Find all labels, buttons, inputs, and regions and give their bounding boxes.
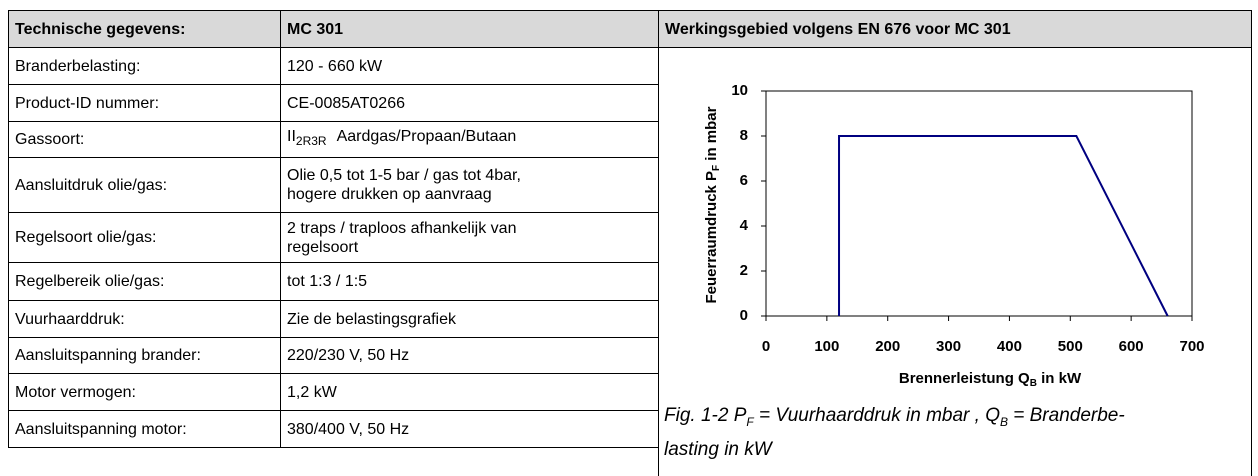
- y-tick-label: 8: [740, 127, 748, 144]
- y-tick-label: 10: [731, 82, 748, 99]
- x-tick-label: 400: [997, 338, 1022, 355]
- y-axis-label: Feuerraumdruck PF in mbar: [703, 106, 722, 303]
- label-cell: Aansluitspanning brander:: [8, 337, 281, 374]
- value-cell: 380/400 V, 50 Hz: [280, 410, 659, 448]
- value-sub: 2R3R: [295, 134, 327, 149]
- x-axis-label: Brennerleistung QB in kW: [899, 370, 1082, 389]
- value-text: Aardgas/Propaan/Butaan: [336, 128, 517, 146]
- label-cell: Regelsoort olie/gas:: [8, 212, 281, 263]
- value-line: 1,2 kW: [287, 383, 337, 401]
- value-line: tot 1:3 / 1:5: [287, 273, 368, 290]
- x-tick-label: 500: [1058, 338, 1083, 355]
- value-cell: 220/230 V, 50 Hz: [280, 337, 659, 374]
- value-cell: Zie de belastingsgrafiek: [280, 300, 659, 338]
- value-text: II: [287, 128, 296, 146]
- label-cell: Vuurhaarddruk:: [8, 300, 281, 338]
- value-line: 2 traps / traploos afhankelijk van: [287, 219, 517, 237]
- caption-sub: B: [999, 414, 1008, 429]
- label-cell: Motor vermogen:: [8, 373, 281, 411]
- data-line: [838, 135, 1169, 317]
- y-axis-label-sub: F: [711, 165, 722, 171]
- value-line: CE-0085AT0266: [287, 94, 405, 112]
- y-tick-label: 6: [740, 172, 748, 189]
- value-cell: 1,2 kW: [280, 373, 659, 411]
- label-cell: Regelbereik olie/gas:: [8, 262, 281, 301]
- y-tick-label: 4: [740, 217, 749, 234]
- label-cell: Branderbelasting:: [8, 47, 281, 85]
- x-tick-label: 100: [814, 338, 839, 355]
- value-line: 120 - 660 kW: [287, 57, 383, 75]
- x-axis-label-text: in kW: [1037, 370, 1082, 387]
- caption: Fig. 1-2 PF = Vuurhaarddruk in mbar , QB…: [664, 402, 1125, 464]
- value-line: Olie 0,5 tot 1-5 bar / gas tot 4bar,: [287, 167, 521, 184]
- label-cell: Gassoort:: [8, 121, 281, 158]
- x-tick-label: 200: [875, 338, 900, 355]
- label-cell: Product-ID nummer:: [8, 84, 281, 122]
- value-line: II2R3R Aardgas/Propaan/Butaan: [287, 127, 652, 151]
- x-axis-label-text: Brennerleistung Q: [899, 370, 1030, 387]
- caption-text: lasting in kW: [664, 438, 772, 460]
- value-line: regelsoort: [287, 238, 359, 256]
- header-cell: Werkingsgebied volgens EN 676 voor MC 30…: [658, 10, 1252, 48]
- value-cell: CE-0085AT0266: [280, 84, 659, 122]
- plot-frame: [765, 90, 1193, 317]
- value-line: 380/400 V, 50 Hz: [287, 420, 410, 438]
- value-cell: II2R3R Aardgas/Propaan/Butaan: [280, 121, 659, 158]
- value-line: hogere drukken op aanvraag: [287, 186, 492, 203]
- caption-text: = Branderbe-: [1007, 405, 1125, 426]
- value-cell: tot 1:3 / 1:5: [280, 262, 659, 301]
- value-cell: Olie 0,5 tot 1-5 bar / gas tot 4bar, hoge…: [280, 157, 659, 213]
- x-tick-label: 300: [936, 338, 961, 355]
- label-cell: Aansluitdruk olie/gas:: [8, 157, 281, 213]
- y-axis-label-text: Feuerraumdruck P: [703, 171, 720, 304]
- x-tick-label: 700: [1179, 338, 1204, 355]
- x-tick-label: 600: [1119, 338, 1144, 355]
- x-axis-label-sub: B: [1030, 378, 1037, 389]
- y-tick-label: 2: [740, 262, 748, 279]
- caption-sub: F: [746, 414, 754, 429]
- value-cell: 120 - 660 kW: [280, 47, 659, 85]
- caption-text: = Vuurhaarddruk in mbar , Q: [753, 405, 1000, 426]
- x-tick-label: 0: [762, 338, 770, 355]
- caption-text: Fig. 1-2 P: [664, 405, 747, 426]
- header-cell: Technische gegevens:: [8, 10, 281, 48]
- y-axis-label-text: in mbar: [703, 106, 720, 165]
- value-line: Zie de belastingsgrafiek: [287, 310, 456, 328]
- value-cell: 2 traps / traploos afhankelijk van regels…: [280, 212, 659, 263]
- value-line: 220/230 V, 50 Hz: [287, 347, 410, 364]
- y-tick-label: 0: [740, 307, 748, 324]
- label-cell: Aansluitspanning motor:: [8, 410, 281, 448]
